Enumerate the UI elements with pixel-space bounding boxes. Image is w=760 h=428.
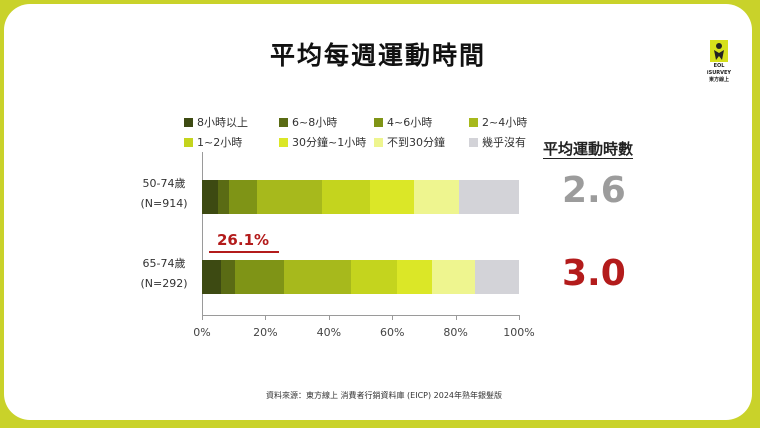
bar-segment (474, 260, 519, 294)
bar-segment (228, 180, 258, 214)
bar-segment (322, 180, 370, 214)
legend-item: 8小時以上 (184, 114, 248, 130)
x-tick-label: 80% (443, 326, 468, 339)
logo-emblem-icon (710, 40, 728, 62)
x-tick-label: 0% (193, 326, 211, 339)
legend-item: 2~4小時 (469, 114, 527, 130)
legend-item: 幾乎沒有 (469, 134, 526, 150)
row-label-age: 50-74歲 (142, 177, 186, 190)
legend-label: 8小時以上 (197, 116, 248, 129)
annotation-label: 26.1% (217, 231, 270, 249)
avg-value-50-74: 2.6 (562, 170, 626, 211)
bar-segment (431, 260, 475, 294)
bar-segment (396, 260, 432, 294)
x-tick (265, 315, 267, 320)
legend-label: 幾乎沒有 (482, 136, 526, 149)
bar-segment (202, 180, 218, 214)
legend-swatch (279, 137, 288, 147)
legend-label: 30分鐘~1小時 (292, 136, 367, 149)
x-tick (328, 315, 330, 320)
bar-segment (458, 180, 519, 214)
bar-segment (221, 260, 236, 294)
chart-axes (202, 152, 522, 316)
legend-item: 1~2小時 (184, 134, 242, 150)
legend-swatch (469, 117, 478, 127)
x-tick-label: 60% (379, 326, 405, 339)
legend-item: 30分鐘~1小時 (279, 134, 366, 150)
legend-label: 4~6小時 (387, 116, 433, 129)
legend-label: 6~8小時 (292, 116, 338, 129)
avg-hours-header: 平均運動時數 (543, 140, 634, 158)
bar-segment (257, 180, 323, 214)
bar-segment (350, 260, 397, 294)
logo-line1: EOL (713, 63, 725, 69)
x-tick (202, 315, 203, 320)
bar-segment (370, 180, 415, 214)
stacked-bar (202, 260, 519, 294)
x-tick (392, 315, 394, 320)
x-tick (519, 315, 520, 320)
bar-segment (414, 180, 459, 214)
bar-segment (217, 180, 229, 214)
annotation-underline (209, 251, 279, 253)
bar-segment (235, 260, 285, 294)
x-tick-label: 20% (253, 326, 278, 339)
y-axis-line (202, 152, 203, 316)
row-label-n: (N=292) (140, 277, 188, 290)
legend-item: 不到30分鐘 (374, 134, 445, 150)
x-axis-line (202, 315, 520, 316)
legend-swatch (374, 137, 383, 147)
legend-swatch (374, 117, 383, 127)
legend-label: 1~2小時 (197, 136, 243, 149)
bar-segment (284, 260, 351, 294)
row-label-n: (N=914) (140, 197, 188, 210)
legend-swatch (184, 117, 193, 127)
x-tick-label: 40% (316, 326, 342, 339)
legend-swatch (469, 137, 478, 147)
legend-item: 6~8小時 (279, 114, 337, 130)
logo-line3: 東方線上 (708, 77, 729, 83)
bar-segment (202, 260, 222, 294)
row-label-50-74: 50-74歲 (N=914) (130, 174, 198, 214)
row-label-65-74: 65-74歲 (N=292) (130, 254, 198, 294)
avg-value-65-74: 3.0 (562, 253, 626, 294)
legend-label: 2~4小時 (482, 116, 528, 129)
legend-label: 不到30分鐘 (387, 136, 445, 149)
source-note: 資料來源：東方線上 消費者行銷資料庫 (EICP) 2024年熟年銀髮版 (265, 391, 503, 400)
legend-item: 4~6小時 (374, 114, 432, 130)
legend-swatch (184, 137, 193, 147)
x-tick (455, 315, 457, 320)
logo-line2: iSURVEY (706, 70, 732, 76)
row-label-age: 65-74歲 (142, 257, 186, 270)
eol-logo: EOL iSURVEY 東方線上 (704, 40, 734, 83)
legend-swatch (279, 117, 288, 127)
chart-title: 平均每週運動時間 (269, 41, 486, 70)
x-tick-label: 100% (503, 326, 535, 339)
slide-card: 平均每週運動時間 EOL iSURVEY 東方線上 8小時以上 6~8小時 4~… (4, 4, 752, 420)
stacked-bar (202, 180, 519, 214)
